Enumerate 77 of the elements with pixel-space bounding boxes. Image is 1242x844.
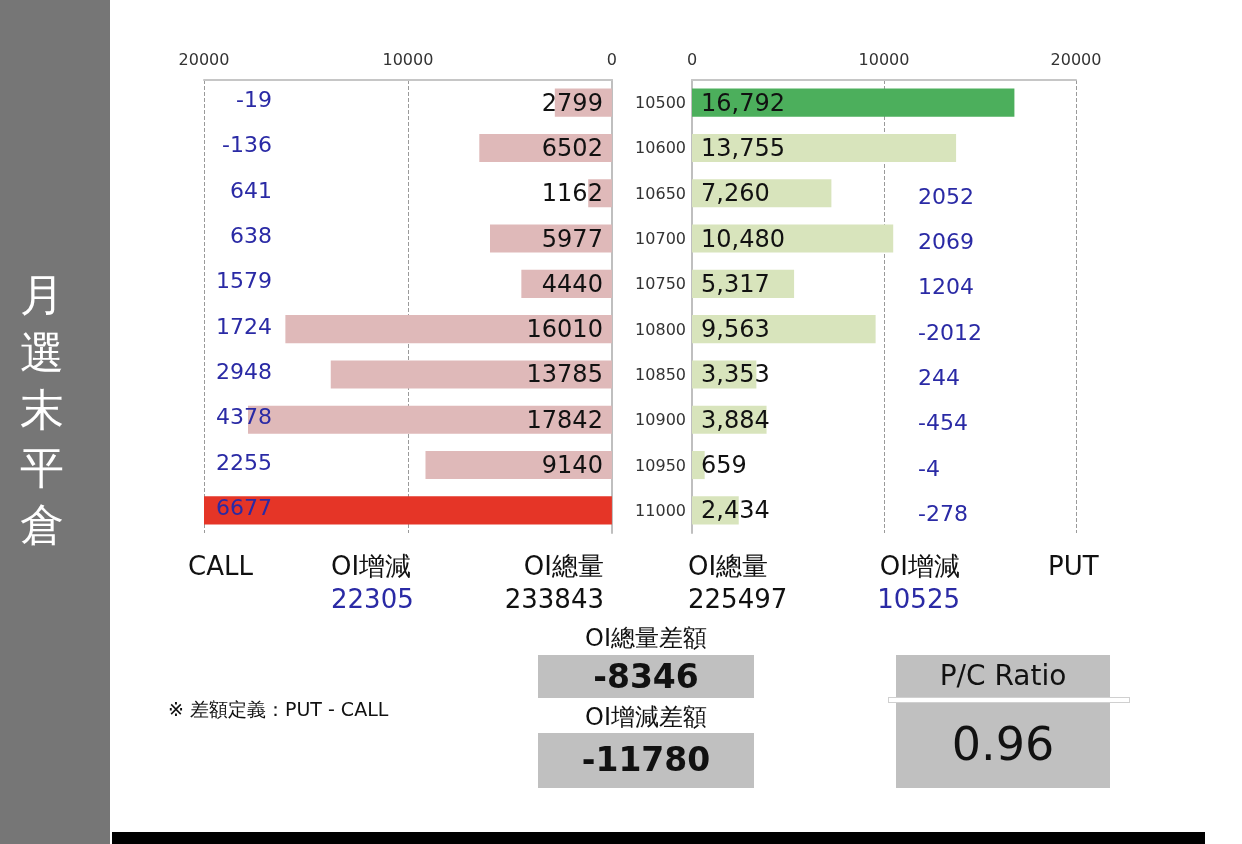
y-tick-label: 10800 <box>635 319 686 339</box>
text: 0.96 <box>951 717 1055 773</box>
annotation: 638 <box>230 223 272 249</box>
x-tick-label: 0 <box>686 49 698 69</box>
data-label: 6502 <box>541 133 603 162</box>
text: PUT <box>1048 551 1099 583</box>
y-tick-label: 10700 <box>635 229 686 249</box>
annotation: 1579 <box>216 268 272 294</box>
annotation: 1724 <box>216 313 272 339</box>
data-label: 13,755 <box>701 133 785 162</box>
text: 22305 <box>331 584 414 616</box>
x-tick-label: 10000 <box>382 49 434 69</box>
data-label: 1162 <box>541 179 603 208</box>
x-tick-label: 10000 <box>858 49 910 69</box>
annotation: 1204 <box>918 274 974 300</box>
text: 233843 <box>504 584 604 616</box>
annotation: 4378 <box>216 404 272 430</box>
bar <box>285 315 612 344</box>
y-tick-label: 10950 <box>635 455 686 475</box>
y-tick-label: 10750 <box>635 274 686 294</box>
annotation: -136 <box>222 132 272 158</box>
text: -11780 <box>581 740 711 780</box>
annotation: -2012 <box>918 319 982 345</box>
annotation: -19 <box>236 87 272 113</box>
annotation: 6677 <box>216 494 272 520</box>
bar <box>692 133 957 162</box>
annotation: 244 <box>918 364 960 390</box>
data-label: 5977 <box>541 224 603 253</box>
y-tick-label: 11000 <box>635 500 686 520</box>
text: ※ 差額定義：PUT - CALL <box>168 697 389 721</box>
data-label: 17842 <box>526 405 603 434</box>
bar <box>692 88 1015 117</box>
data-label: 7,260 <box>701 179 770 208</box>
x-tick-label: 20000 <box>1050 49 1102 69</box>
annotation: -278 <box>918 500 968 526</box>
text: 225497 <box>688 584 788 616</box>
text: OI增減 <box>331 551 412 583</box>
text: 月選末平倉 <box>19 268 65 552</box>
data-label: 16,792 <box>701 88 785 117</box>
y-tick-label: 10500 <box>635 93 686 113</box>
text: OI增減 <box>879 551 960 583</box>
bar <box>330 360 612 389</box>
annotation: 2052 <box>918 183 974 209</box>
data-label: 5,317 <box>701 269 770 298</box>
data-label: 13785 <box>526 360 603 389</box>
data-label: 3,353 <box>701 360 770 389</box>
data-label: 10,480 <box>701 224 785 253</box>
annotation: -454 <box>918 410 968 436</box>
x-tick-label: 20000 <box>178 49 230 69</box>
text: P/C Ratio <box>939 659 1067 693</box>
y-tick-label: 10600 <box>635 138 686 158</box>
annotation: 2069 <box>918 229 974 255</box>
data-label: 659 <box>701 451 747 480</box>
data-label: 2,434 <box>701 496 770 525</box>
annotation: 2948 <box>216 358 272 384</box>
text: OI總量 <box>523 551 604 583</box>
y-tick-label: 10850 <box>635 364 686 384</box>
data-label: 3,884 <box>701 405 770 434</box>
y-tick-label: 10900 <box>635 410 686 430</box>
text: OI增減差額 <box>585 702 707 732</box>
x-tick-label: 0 <box>606 49 617 69</box>
text: OI總量差額 <box>585 623 707 653</box>
bar <box>425 451 612 480</box>
bar <box>204 496 612 525</box>
data-label: 9140 <box>541 451 603 480</box>
annotation: 2255 <box>216 449 272 475</box>
text: -8346 <box>593 657 699 697</box>
text: 10525 <box>877 584 960 616</box>
data-label: 2799 <box>541 88 603 117</box>
data-label: 9,563 <box>701 315 770 344</box>
annotation: -4 <box>918 455 940 481</box>
data-label: 16010 <box>526 315 603 344</box>
y-tick-label: 10650 <box>635 183 686 203</box>
text: CALL <box>188 551 253 583</box>
text: OI總量 <box>688 551 769 583</box>
data-label: 4440 <box>541 269 603 298</box>
annotation: 641 <box>230 177 272 203</box>
